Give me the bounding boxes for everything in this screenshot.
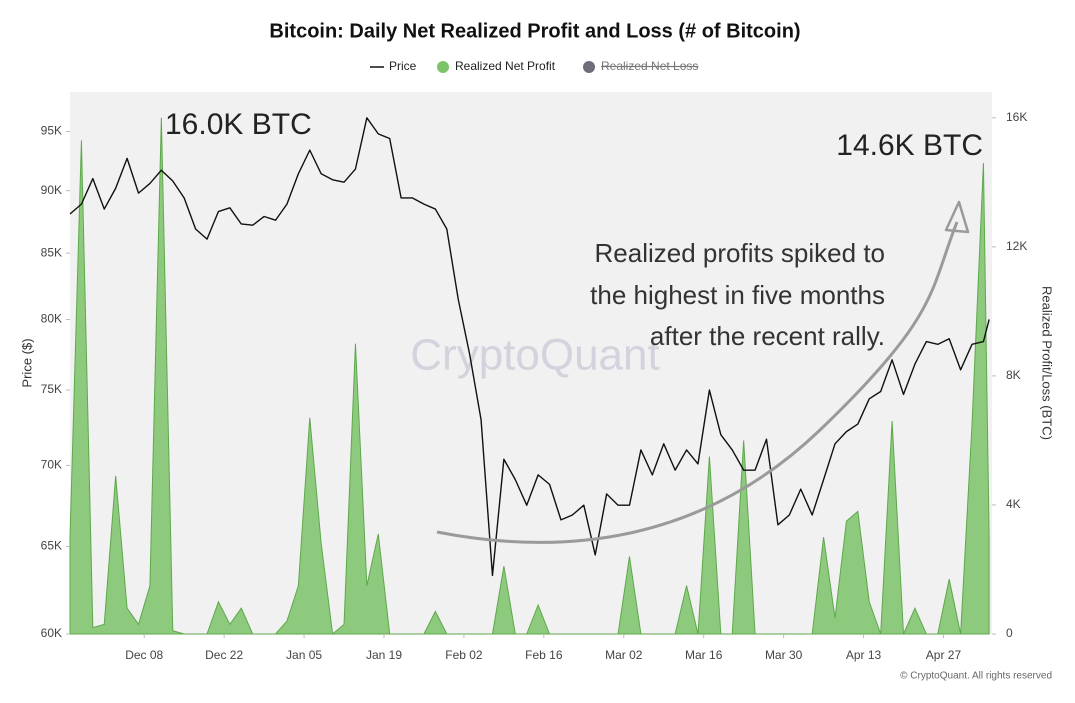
y2-tick-label: 8K (1006, 368, 1021, 382)
x-tick-label: Feb 16 (525, 648, 563, 662)
y-tick-label: 75K (41, 382, 62, 396)
y2-tick-label: 0 (1006, 626, 1013, 640)
y-tick-label: 85K (41, 245, 62, 259)
credit: © CryptoQuant. All rights reserved (900, 671, 1052, 682)
annotation: 16.0K BTC (165, 108, 312, 141)
x-tick-label: Mar 30 (765, 648, 803, 662)
trend-arrow (436, 221, 959, 544)
y2-tick-label: 16K (1006, 110, 1027, 124)
x-tick-label: Jan 05 (286, 648, 322, 662)
arrow-head (944, 200, 970, 234)
note-line: the highest in five months (590, 280, 885, 310)
x-tick-label: Mar 02 (605, 648, 643, 662)
x-tick-label: Apr 27 (926, 648, 962, 662)
y-tick-label: 65K (41, 539, 62, 553)
watermark: CryptoQuant (410, 331, 659, 380)
note-line: Realized profits spiked to (595, 238, 885, 268)
legend-label[interactable]: Price (389, 59, 417, 73)
note-line: after the recent rally. (650, 321, 885, 351)
x-tick-label: Dec 22 (205, 648, 243, 662)
x-tick-label: Jan 19 (366, 648, 402, 662)
y2-axis-title: Realized Profit/Loss (BTC) (1040, 286, 1055, 440)
y-axis-title: Price ($) (19, 338, 34, 387)
x-tick-label: Dec 08 (125, 648, 163, 662)
y-tick-label: 80K (41, 312, 62, 326)
price-line (69, 117, 990, 577)
x-tick-label: Feb 02 (445, 648, 483, 662)
legend-swatch (583, 61, 595, 73)
legend-swatch (437, 61, 449, 73)
y-tick-label: 95K (41, 124, 62, 138)
profit-area (69, 117, 990, 635)
legend-label[interactable]: Realized Net Loss (601, 59, 698, 73)
x-tick-label: Mar 16 (685, 648, 723, 662)
marks (69, 117, 990, 635)
x-tick-label: Apr 13 (846, 648, 882, 662)
y-tick-label: 90K (41, 183, 62, 197)
y-tick-label: 60K (41, 626, 62, 640)
chart-title: Bitcoin: Daily Net Realized Profit and L… (269, 20, 800, 42)
y-tick-label: 70K (41, 458, 62, 472)
y2-tick-label: 4K (1006, 497, 1021, 511)
legend-label[interactable]: Realized Net Profit (455, 59, 556, 73)
y2-tick-label: 12K (1006, 239, 1027, 253)
annotation: 14.6K BTC (836, 129, 983, 162)
